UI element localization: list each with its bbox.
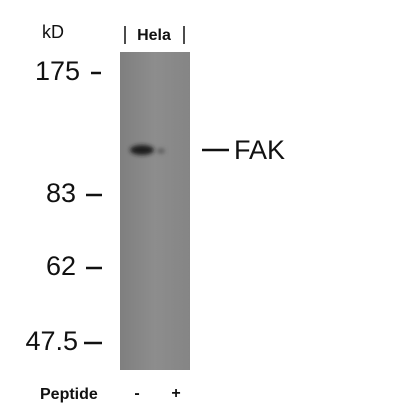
lane-label: Hela	[137, 27, 171, 44]
marker-label: 83	[46, 178, 76, 208]
marker-label: 175	[35, 56, 80, 86]
marker-label: 47.5	[25, 326, 78, 356]
marker-label: 62	[46, 251, 76, 281]
gel-lane	[120, 52, 190, 370]
band-label: FAK	[234, 135, 285, 165]
faint-band	[157, 149, 165, 154]
lane-treatment: -	[134, 385, 139, 402]
footer-label: Peptide	[40, 386, 98, 403]
lane-treatment: +	[171, 385, 180, 402]
blot-figure: kD Hela 175 83 62 47.5 FAK Peptide - +	[0, 0, 405, 405]
band	[130, 145, 154, 155]
page: kD Hela 175 83 62 47.5 FAK Peptide - + (…	[0, 0, 405, 405]
unit-label: kD	[42, 22, 64, 42]
